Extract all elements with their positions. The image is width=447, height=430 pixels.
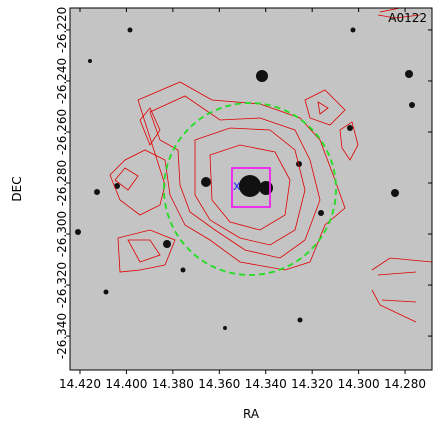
y-tick-label: -26.240: [55, 58, 69, 104]
x-axis-label: RA: [243, 407, 260, 421]
x-tick-label: 14.280: [384, 377, 426, 391]
x-tick-label: 14.360: [198, 377, 240, 391]
y-tick-label: -26.300: [55, 211, 69, 257]
sky-image: x: [70, 8, 432, 370]
x-tick-label: 14.380: [152, 377, 194, 391]
y-tick-label: -26.340: [55, 313, 69, 359]
aperture-circle: [163, 102, 337, 276]
x-tick-label: 14.420: [59, 377, 101, 391]
plot-frame: [69, 7, 433, 371]
marker: x: [233, 179, 241, 194]
center-box: [231, 167, 271, 208]
y-tick-label: -26.220: [55, 7, 69, 53]
y-tick-label: -26.320: [55, 262, 69, 308]
y-axis-label: DEC: [10, 176, 24, 201]
annotation: A0122: [388, 11, 427, 25]
y-tick-label: -26.260: [55, 109, 69, 155]
x-tick-label: 14.300: [338, 377, 380, 391]
x-tick-label: 14.400: [105, 377, 147, 391]
x-tick-label: 14.340: [245, 377, 287, 391]
y-tick-label: -26.280: [55, 160, 69, 206]
x-tick-label: 14.320: [291, 377, 333, 391]
